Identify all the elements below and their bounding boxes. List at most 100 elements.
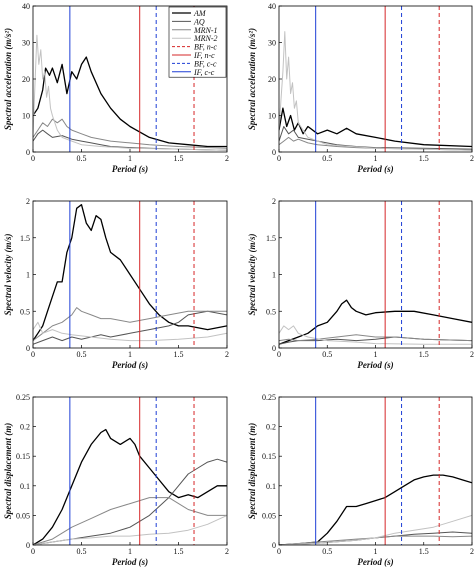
series-line-mrn-1 <box>33 497 227 545</box>
y-tick-label: 0.2 <box>266 423 276 432</box>
y-tick-label: 20 <box>22 75 30 84</box>
y-tick-label: 10 <box>22 112 30 121</box>
x-tick-label: 2 <box>225 350 229 359</box>
series-line-mrn-2 <box>33 321 227 342</box>
series-group <box>279 474 472 545</box>
plot-frame <box>278 396 473 546</box>
y-tick-label: 0 <box>26 344 30 353</box>
y-tick-label: 0.05 <box>262 511 276 520</box>
x-tick-label: 0 <box>277 547 281 556</box>
y-tick-label: 0.25 <box>262 393 276 402</box>
x-tick-label: 1 <box>128 547 132 556</box>
y-tick-label: 0 <box>26 148 30 157</box>
x-tick-label: 0.5 <box>322 350 332 359</box>
legend-box <box>168 6 227 78</box>
legend-entry: MRN-2 <box>193 34 218 43</box>
legend-entry: AM <box>193 9 207 18</box>
x-tick-label: 2 <box>225 547 229 556</box>
series-line-mrn-1 <box>279 334 472 342</box>
y-tick-label: 2 <box>272 197 276 206</box>
chart-panel-5: 0 0.5 1 1.5 2 0 0.05 0.1 0.15 0.2 0.25 Period (s) Sp… <box>3 393 229 567</box>
y-tick-label: 0.25 <box>16 393 30 402</box>
x-tick-label: 1.5 <box>174 350 184 359</box>
series-line-aq <box>33 458 227 545</box>
series-line-am <box>33 428 227 545</box>
y-tick-label: 0.5 <box>20 307 30 316</box>
series-line-mrn-1 <box>33 307 227 341</box>
x-tick-label: 1.5 <box>174 547 184 556</box>
y-tick-label: 0 <box>272 148 276 157</box>
series-line-mrn-2 <box>33 34 227 151</box>
y-tick-label: 0.2 <box>20 423 30 432</box>
x-axis-label: Period (s) <box>357 164 393 174</box>
x-tick-label: 0.5 <box>77 350 87 359</box>
x-tick-label: 1.5 <box>419 350 429 359</box>
y-tick-label: 2 <box>26 197 30 206</box>
y-tick-label: 0.5 <box>266 307 276 316</box>
x-tick-label: 1 <box>128 154 132 163</box>
plot-frame <box>278 5 473 153</box>
series-group <box>279 31 472 151</box>
y-tick-label: 1 <box>26 271 30 280</box>
x-tick-label: 1 <box>374 547 378 556</box>
series-line-am <box>279 474 472 545</box>
chart-panel-6: 0 0.5 1 1.5 2 0 0.05 0.1 0.15 0.2 0.25 Period (s) Sp… <box>247 393 474 567</box>
x-tick-label: 0.5 <box>77 154 87 163</box>
y-tick-label: 0 <box>272 344 276 353</box>
y-tick-label: 1.5 <box>266 234 276 243</box>
x-tick-label: 0 <box>31 547 35 556</box>
x-tick-label: 2 <box>470 547 474 556</box>
series-group <box>33 204 227 345</box>
x-tick-label: 2 <box>470 154 474 163</box>
x-tick-label: 2 <box>225 154 229 163</box>
x-tick-label: 2 <box>470 350 474 359</box>
x-axis-label: Period (s) <box>357 360 393 370</box>
y-tick-label: 0.1 <box>266 482 276 491</box>
y-tick-label: 0.15 <box>262 452 276 461</box>
series-line-mrn-2 <box>279 514 472 545</box>
y-axis-label: Spectral velocity (m/s) <box>247 234 257 316</box>
x-axis-label: Period (s) <box>112 164 148 174</box>
x-axis-label: Period (s) <box>357 557 393 567</box>
y-tick-label: 1.5 <box>20 234 30 243</box>
series-line-mrn-2 <box>279 31 472 151</box>
legend-entry: MRN-1 <box>193 26 218 35</box>
y-tick-label: 0 <box>272 541 276 550</box>
series-line-am <box>279 107 472 148</box>
y-tick-label: 0 <box>26 541 30 550</box>
series-group <box>33 428 227 545</box>
legend-entry: AQ <box>193 17 205 26</box>
y-axis-label: Spectral acceleration (m/s²) <box>247 28 257 130</box>
x-axis-label: Period (s) <box>112 557 148 567</box>
chart-panel-3: 0 0.5 1 1.5 2 0 0.5 1 1.5 2 Period (s) Spectral vel… <box>3 197 229 370</box>
chart-panel-4: 0 0.5 1 1.5 2 0 0.5 1 1.5 2 Period (s) Spectral vel… <box>247 197 474 370</box>
series-line-mrn-2 <box>33 514 227 545</box>
y-axis-label: Spectral velocity (m/s) <box>3 234 13 316</box>
series-line-mrn-2 <box>279 325 472 345</box>
plot-frame <box>278 200 473 349</box>
x-tick-label: 0 <box>277 154 281 163</box>
legend-entry: BF, n-c <box>194 43 217 52</box>
plot-frame <box>32 396 228 546</box>
x-tick-label: 1 <box>128 350 132 359</box>
y-axis-label: Spectral displacement (m) <box>247 423 257 520</box>
series-line-mrn-1 <box>279 535 472 545</box>
series-line-am <box>33 204 227 341</box>
series-group <box>279 299 472 345</box>
x-tick-label: 1.5 <box>174 154 184 163</box>
y-tick-label: 20 <box>268 75 276 84</box>
x-tick-label: 0 <box>277 350 281 359</box>
y-tick-label: 40 <box>22 2 30 11</box>
y-tick-label: 0.05 <box>16 511 30 520</box>
y-tick-label: 40 <box>268 2 276 11</box>
series-line-am <box>279 299 472 345</box>
legend-entry: BF, c-c <box>194 59 217 68</box>
y-tick-label: 0.15 <box>16 452 30 461</box>
x-tick-label: 0.5 <box>322 154 332 163</box>
x-tick-label: 0.5 <box>77 547 87 556</box>
y-axis-label: Spectral acceleration (m/s²) <box>3 28 13 130</box>
